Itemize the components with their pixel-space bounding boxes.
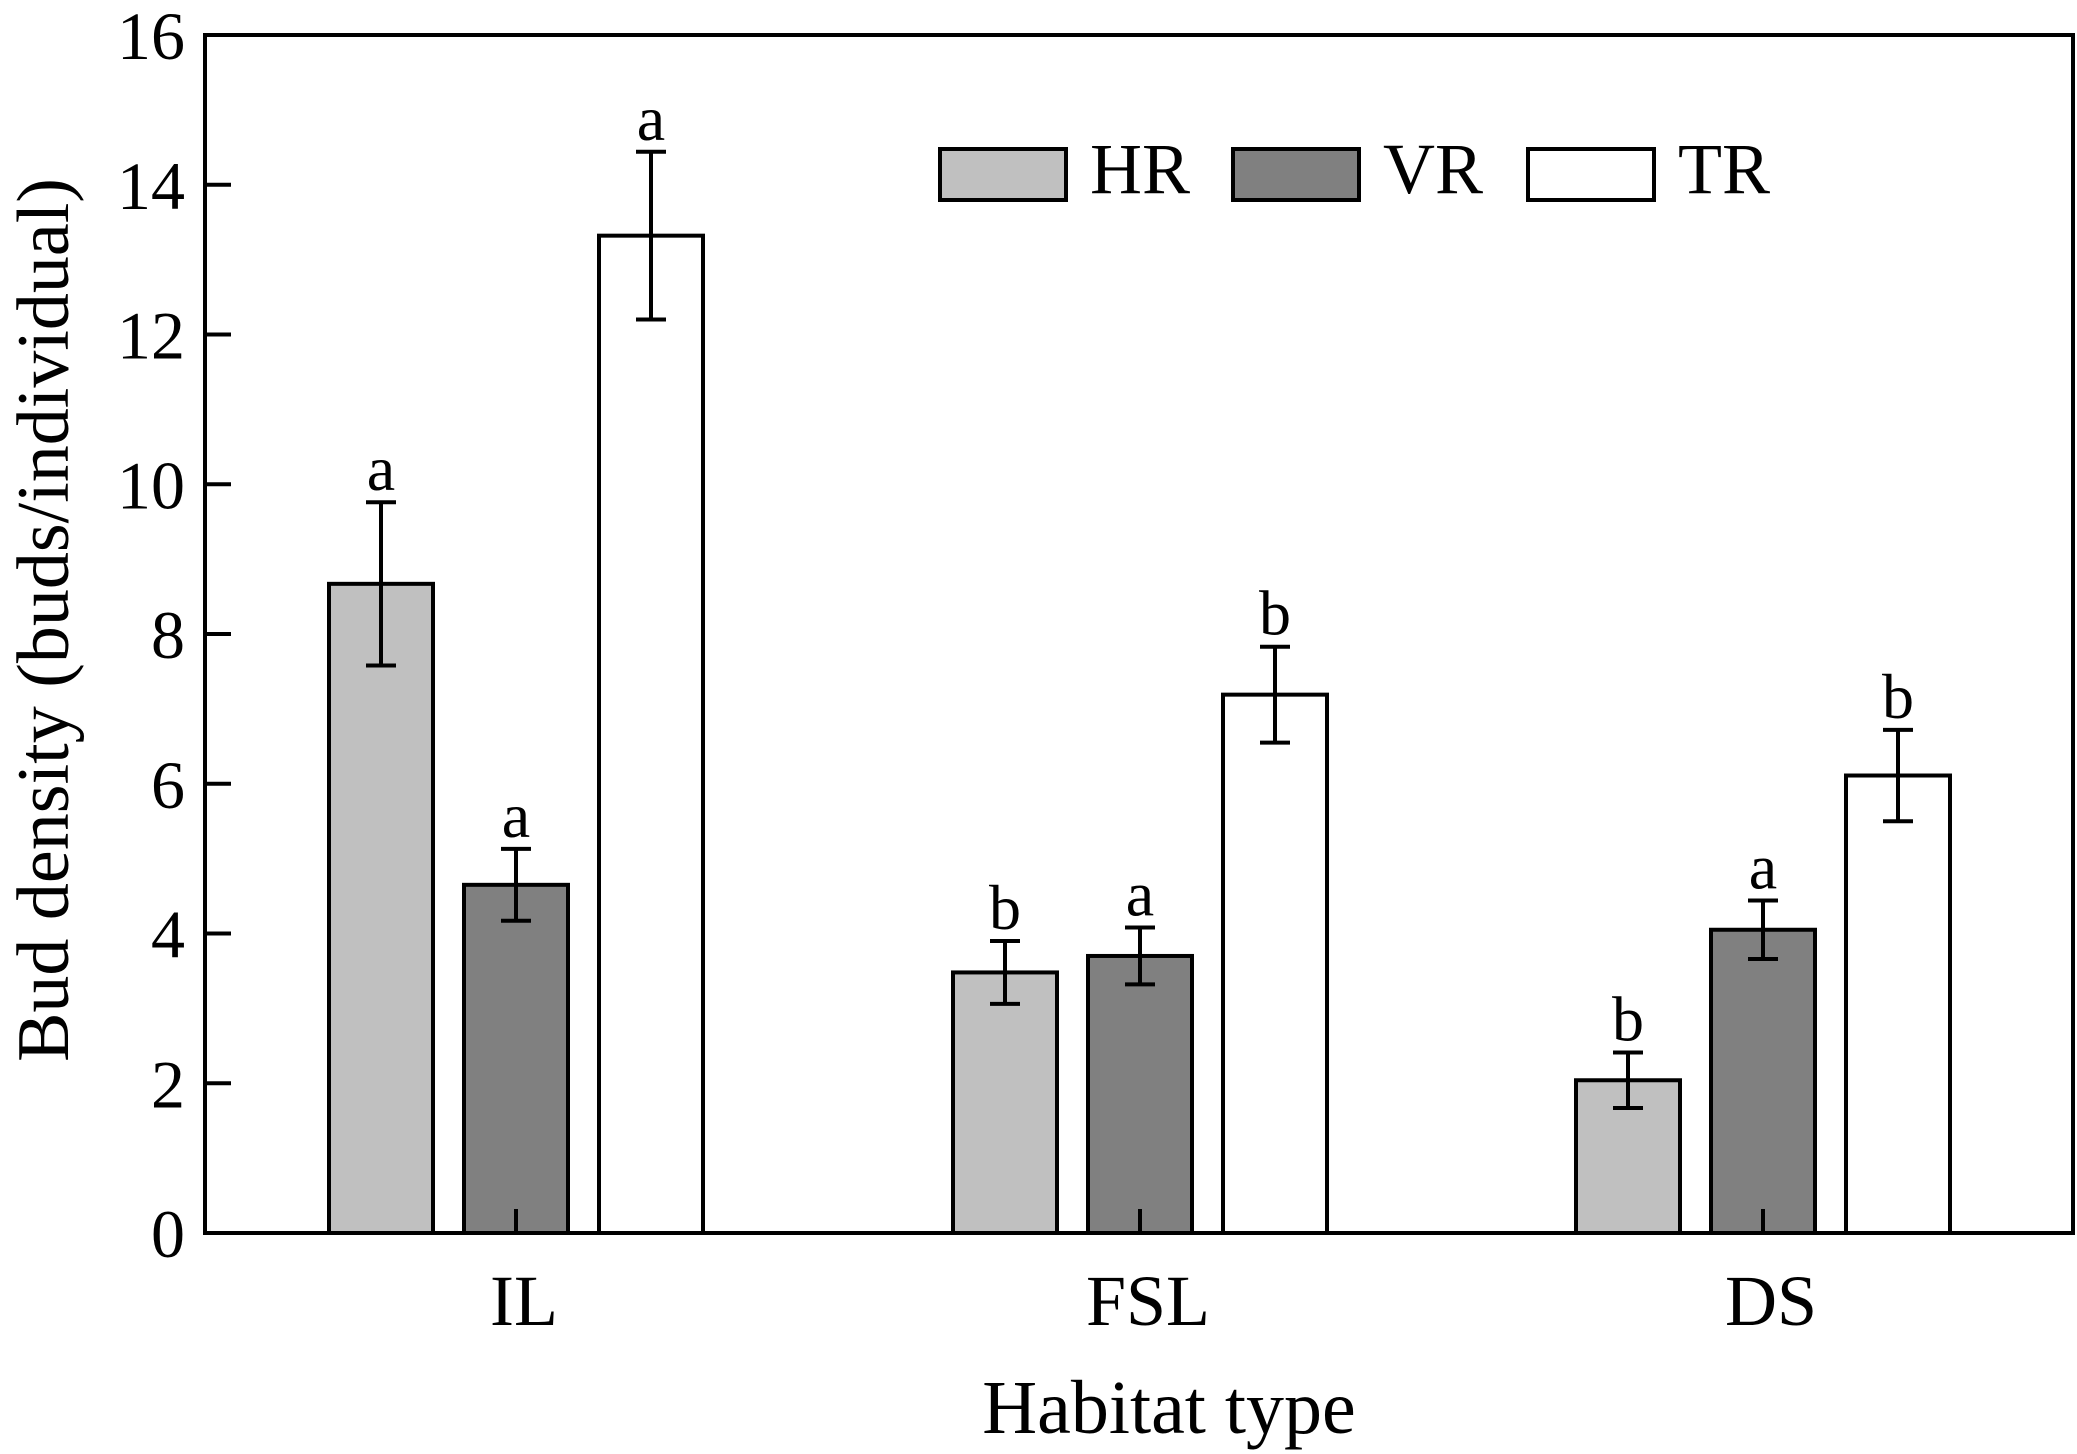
significance-letter: a (502, 780, 530, 851)
y-tick-label: 4 (151, 897, 185, 973)
significance-letter: b (1612, 984, 1644, 1055)
legend: HR VR TR (938, 129, 1770, 209)
y-tick-label: 2 (151, 1046, 185, 1122)
y-axis-label: Bud density (buds/individual) (3, 178, 85, 1062)
bar-vr-fsl (1086, 953, 1194, 1236)
error-bars-layer (366, 149, 1913, 1110)
y-tick-label: 16 (117, 0, 185, 74)
significance-letter: b (1259, 578, 1291, 649)
legend-swatch-tr (1526, 147, 1656, 202)
significance-letters-layer: a a a b a b b a b (367, 83, 1914, 1055)
y-tick-label: 0 (151, 1196, 185, 1272)
x-tick-label: FSL (1086, 1261, 1210, 1341)
bar-hr-fsl (951, 970, 1059, 1235)
y-tick-label: 6 (151, 747, 185, 823)
legend-label-tr: TR (1678, 129, 1770, 209)
bar-vr-ds (1709, 927, 1817, 1235)
bar-tr-ds (1844, 773, 1952, 1235)
significance-letter: a (367, 433, 395, 504)
x-tick-label: IL (490, 1261, 558, 1341)
y-tick-label: 10 (117, 447, 185, 523)
x-axis: IL FSL DS (490, 1209, 1817, 1341)
bar-hr-il (327, 581, 435, 1235)
legend-label-hr: HR (1090, 129, 1190, 209)
y-tick-label: 8 (151, 597, 185, 673)
significance-letter: a (1749, 832, 1777, 903)
y-tick-label: 14 (117, 148, 185, 224)
bar-tr-il (597, 233, 705, 1236)
significance-letter: a (637, 83, 665, 154)
legend-label-vr: VR (1383, 129, 1483, 209)
significance-letter: b (989, 872, 1021, 943)
legend-swatch-vr (1231, 147, 1361, 202)
significance-letter: b (1882, 661, 1914, 732)
bar-tr-fsl (1221, 692, 1329, 1235)
significance-letter: a (1126, 859, 1154, 930)
y-tick-label: 12 (117, 298, 185, 374)
bar-vr-il (462, 882, 570, 1235)
bars-layer (327, 233, 1952, 1236)
y-axis: 0 2 4 6 8 10 12 14 16 (117, 0, 231, 1272)
x-tick-label: DS (1725, 1261, 1817, 1341)
legend-swatch-hr (938, 147, 1068, 202)
x-axis-label: Habitat type (982, 1366, 1356, 1450)
